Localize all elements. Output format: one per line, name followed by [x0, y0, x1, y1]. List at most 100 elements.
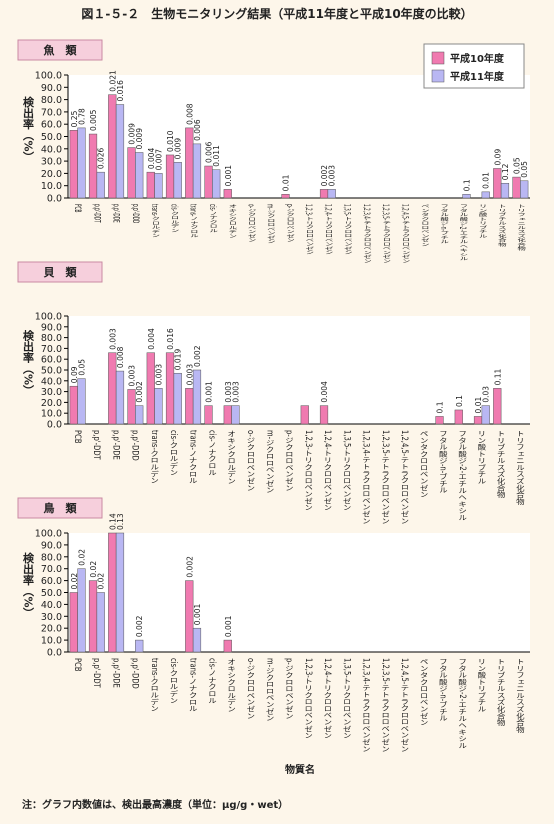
x-tick-group: トリブチルスズ化合物: [496, 658, 506, 727]
x-tick-label: リン酸トリブチル: [477, 430, 487, 484]
value-label: 0.001: [224, 165, 233, 187]
bar: [212, 169, 221, 199]
x-tick-label: trans-クロルデン: [150, 204, 161, 238]
bar: [493, 388, 502, 425]
x-tick-label: p,p'-DDD: [130, 430, 140, 461]
value-label: 0.13: [116, 513, 125, 530]
x-tick-group: PCB: [73, 204, 83, 213]
value-label: 0.005: [89, 109, 98, 131]
x-tick-label: trans-クロルデン: [149, 430, 159, 484]
legend-label: 平成11年度: [450, 70, 505, 83]
x-tick-label: m-ジクロロベンゼン: [265, 204, 276, 244]
y-tick-label: 80.0: [41, 552, 62, 563]
x-tick-group: トリフェニルスズ化合物: [515, 204, 526, 251]
value-label: 0.003: [224, 381, 233, 403]
x-tick-label: オキシクロルデン: [226, 658, 236, 713]
x-tick-group: trans-ノナクロル: [188, 204, 199, 238]
y-tick-label: 50.0: [41, 366, 62, 377]
value-label: 0.003: [231, 381, 240, 403]
value-label: 0.1: [455, 395, 464, 407]
bar: [108, 94, 117, 199]
bar: [108, 532, 117, 653]
bar: [88, 580, 98, 653]
x-tick-group: フタル酸ジ-n-ブチル: [438, 204, 449, 244]
x-tick-group: オキシクロルデン: [226, 658, 236, 713]
x-tick-group: 1,2,4-トリクロロベンゼン: [323, 658, 333, 739]
x-tick-label: トリフェニルスズ化合物: [515, 204, 526, 251]
x-tick-label: p-ジクロロベンゼン: [284, 204, 295, 242]
y-tick-label: 90.0: [41, 322, 62, 333]
value-label: 0.09: [493, 149, 502, 166]
bar: [77, 378, 86, 425]
bar: [69, 592, 78, 653]
value-label: 0.1: [436, 401, 445, 413]
x-tick-group: trans-クロルデン: [149, 430, 159, 484]
x-tick-group: cis-ノナクロル: [207, 204, 218, 233]
x-tick-label: PCB: [73, 658, 83, 672]
x-tick-label: 1,2,4-トリクロロベンゼン: [323, 430, 333, 511]
value-label: 0.009: [128, 123, 137, 145]
y-tick-label: 100.0: [35, 71, 62, 82]
y-tick-label: 10.0: [41, 409, 62, 420]
y-tick-label: 40.0: [41, 600, 62, 611]
bar: [115, 370, 125, 425]
x-tick-label: p,p'-DDD: [130, 204, 140, 223]
value-label: 0.008: [116, 346, 125, 368]
x-tick-group: 1,2,3,5-テトラクロロベンゼン: [381, 204, 392, 263]
x-tick-label: 1,2,3,5-テトラクロロベンゼン: [381, 204, 392, 263]
bar: [192, 143, 202, 199]
x-tick-label: 1,2,3,4-テトラクロロベンゼン: [361, 658, 371, 752]
x-tick-label: フタル酸ジ-n-ブチル: [438, 658, 448, 722]
value-label: 0.05: [77, 359, 86, 376]
x-tick-group: trans-ノナクロル: [188, 658, 198, 712]
value-label: 0.004: [147, 147, 156, 169]
x-tick-group: m-ジクロロベンゼン: [265, 658, 275, 721]
value-label: 0.010: [166, 130, 175, 152]
x-tick-group: PCB: [73, 430, 83, 444]
value-label: 0.002: [135, 615, 144, 637]
x-tick-group: o-ジクロロベンゼン: [246, 430, 256, 491]
bar: [154, 388, 163, 425]
value-label: 0.003: [185, 364, 194, 386]
bar: [185, 127, 194, 199]
x-tick-group: cis-ノナクロル: [207, 430, 217, 476]
bar: [454, 409, 463, 425]
x-tick-label: 1,2,4,5-テトラクロロベンゼン: [400, 430, 410, 524]
value-label: 0.001: [205, 381, 214, 403]
x-axis-title: 物質名: [285, 763, 315, 776]
bar: [146, 171, 155, 199]
y-tick-label: 20.0: [41, 624, 62, 635]
x-tick-label: 1,3,5-トリクロロベンゼン: [342, 430, 352, 511]
x-tick-group: 1,3,5-トリクロロベンゼン: [342, 658, 352, 739]
x-tick-label: p-ジクロロベンゼン: [284, 430, 294, 491]
bar: [135, 152, 144, 199]
x-tick-label: トリフェニルスズ化合物: [515, 658, 525, 734]
page-title: 図１-５-２ 生物モニタリング結果（平成11年度と平成10年度の比較）: [81, 6, 472, 21]
y-tick-label: 90.0: [41, 83, 62, 94]
bar: [204, 405, 213, 425]
x-tick-group: m-ジクロロベンゼン: [265, 204, 276, 244]
x-tick-label: 1,3,5-トリクロロベンゼン: [342, 204, 353, 255]
value-label: 0.016: [116, 80, 125, 102]
x-tick-group: p,p'-DDT: [92, 204, 102, 223]
x-tick-label: cis-クロルデン: [169, 204, 180, 232]
bar: [319, 405, 329, 425]
x-tick-label: フタル酸ジ-n-ブチル: [438, 430, 448, 494]
bar: [96, 592, 105, 653]
y-tick-label: 80.0: [41, 333, 62, 344]
x-tick-label: p,p'-DDT: [92, 430, 102, 460]
value-label: 0.1: [462, 179, 471, 191]
x-tick-group: ペンタクロロベンゼン: [419, 204, 430, 246]
x-tick-group: トリブチルスズ化合物: [496, 204, 507, 247]
x-tick-label: トリブチルスズ化合物: [496, 204, 507, 247]
x-tick-label: トリフェニルスズ化合物: [515, 430, 525, 506]
bar: [173, 372, 182, 425]
x-tick-label: 1,2,3-トリクロロベンゼン: [303, 430, 313, 511]
y-tick-label: 100.0: [35, 312, 62, 323]
x-tick-group: 1,2,4-トリクロロベンゼン: [323, 204, 334, 255]
x-tick-label: cis-クロルデン: [169, 658, 179, 704]
value-label: 0.01: [482, 172, 491, 189]
bar: [154, 173, 163, 199]
value-label: 0.02: [77, 549, 86, 566]
